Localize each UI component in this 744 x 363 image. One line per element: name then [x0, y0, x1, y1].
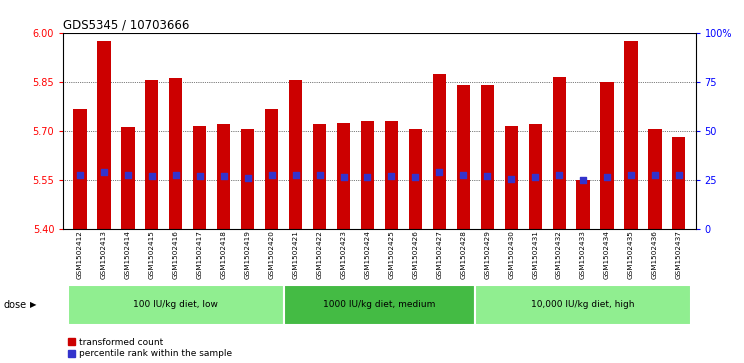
Bar: [121, 127, 135, 229]
Point: [601, 174, 613, 180]
FancyBboxPatch shape: [68, 285, 283, 325]
Bar: [265, 110, 278, 229]
Bar: [408, 129, 422, 229]
Point: [338, 174, 350, 180]
Text: 100 IU/kg diet, low: 100 IU/kg diet, low: [133, 299, 218, 309]
Bar: [74, 110, 86, 229]
FancyBboxPatch shape: [475, 285, 691, 325]
Bar: [97, 41, 111, 229]
Bar: [337, 123, 350, 229]
Bar: [169, 78, 182, 229]
Point: [289, 172, 301, 178]
Point: [458, 172, 469, 178]
Legend: transformed count, percentile rank within the sample: transformed count, percentile rank withi…: [68, 338, 233, 359]
Point: [649, 172, 661, 178]
Point: [362, 174, 373, 180]
Point: [625, 172, 637, 178]
Point: [433, 169, 445, 175]
Bar: [289, 80, 302, 229]
Point: [170, 172, 182, 178]
Point: [266, 172, 278, 178]
Point: [194, 174, 206, 179]
Bar: [673, 137, 685, 229]
Bar: [361, 121, 374, 229]
Point: [673, 172, 684, 178]
Point: [385, 174, 397, 179]
Bar: [528, 124, 542, 229]
Point: [98, 169, 110, 175]
Bar: [433, 74, 446, 229]
Bar: [577, 180, 590, 229]
Bar: [145, 80, 158, 229]
Bar: [600, 82, 614, 229]
Bar: [193, 126, 206, 229]
Point: [577, 178, 589, 183]
Text: 10,000 IU/kg diet, high: 10,000 IU/kg diet, high: [531, 299, 635, 309]
Point: [314, 172, 326, 178]
Text: dose: dose: [4, 300, 27, 310]
Point: [146, 174, 158, 179]
Bar: [313, 124, 326, 229]
Point: [409, 174, 421, 180]
Bar: [241, 129, 254, 229]
Point: [481, 173, 493, 179]
Point: [529, 174, 541, 180]
Point: [242, 175, 254, 181]
Bar: [217, 124, 231, 229]
Bar: [385, 121, 398, 229]
Point: [218, 174, 230, 179]
Bar: [457, 85, 470, 229]
Bar: [553, 77, 565, 229]
Bar: [481, 85, 494, 229]
FancyBboxPatch shape: [283, 285, 475, 325]
Point: [505, 176, 517, 182]
Text: ▶: ▶: [30, 301, 36, 309]
Text: 1000 IU/kg diet, medium: 1000 IU/kg diet, medium: [323, 299, 436, 309]
Point: [122, 172, 134, 178]
Point: [74, 172, 86, 178]
Text: GDS5345 / 10703666: GDS5345 / 10703666: [63, 18, 190, 31]
Bar: [624, 41, 638, 229]
Bar: [648, 129, 661, 229]
Bar: [504, 126, 518, 229]
Point: [553, 172, 565, 178]
